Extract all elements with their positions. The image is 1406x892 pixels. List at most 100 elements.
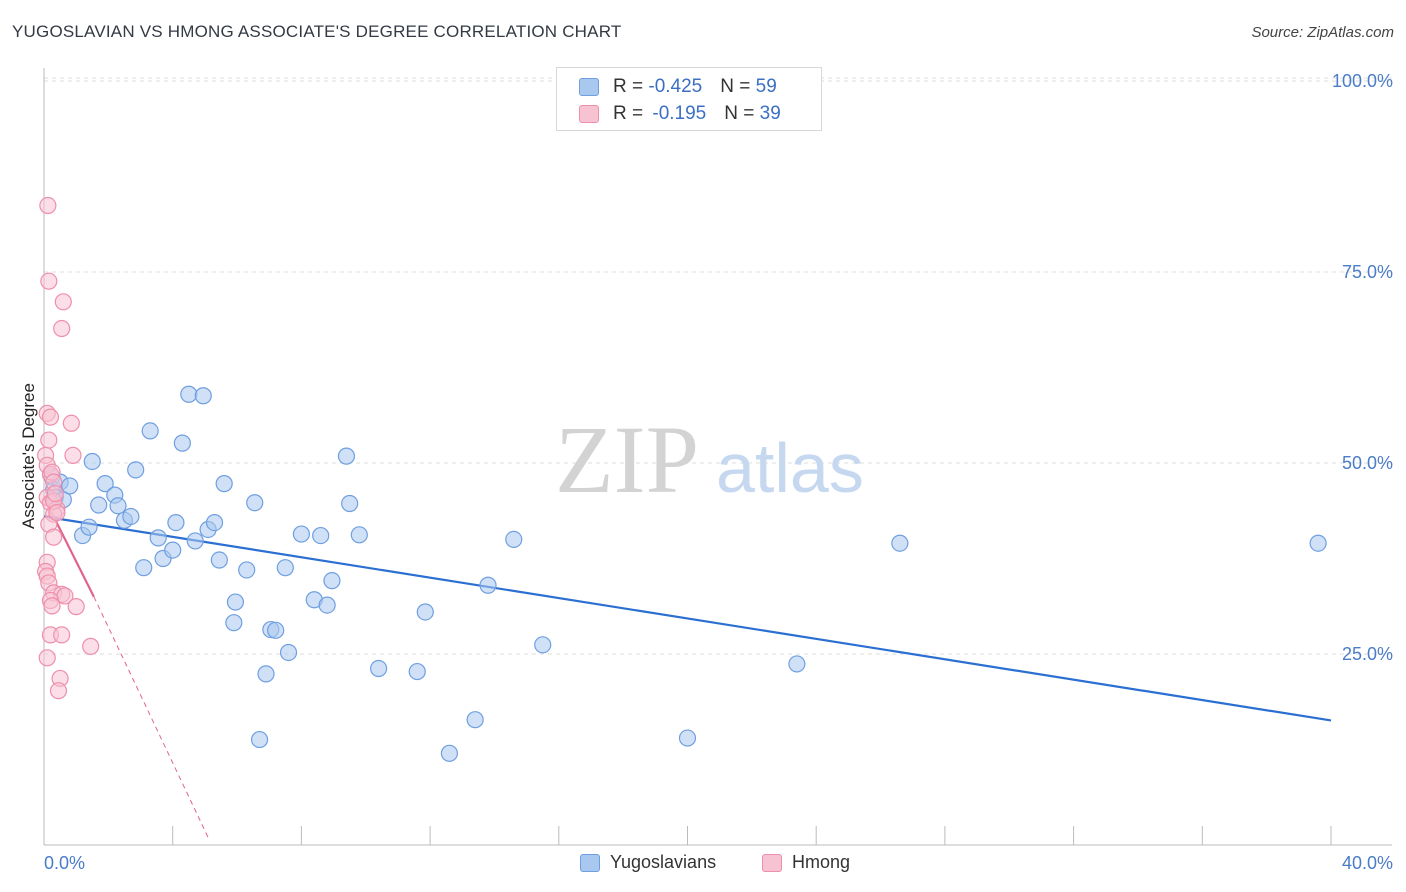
tick-labels: 25.0% 50.0% 75.0% 100.0% 0.0% 40.0% bbox=[44, 71, 1393, 873]
point-yugoslavian bbox=[534, 636, 552, 654]
point-yugoslavian bbox=[122, 507, 140, 526]
point-yugoslavian bbox=[678, 729, 697, 747]
chart-title: YUGOSLAVIAN VS HMONG ASSOCIATE'S DEGREE … bbox=[12, 22, 622, 41]
y-tick-label: 50.0% bbox=[1342, 453, 1393, 473]
point-yugoslavian bbox=[505, 530, 523, 549]
stats-legend: R = -0.425 N = 59 R = -0.195 N = 39 bbox=[556, 67, 822, 131]
point-yugoslavian bbox=[173, 434, 191, 452]
point-hmong bbox=[62, 414, 80, 432]
point-yugoslavian bbox=[135, 559, 153, 577]
legend-n-value: 59 bbox=[755, 76, 777, 97]
point-hmong bbox=[40, 272, 58, 290]
point-yugoslavian bbox=[210, 551, 228, 569]
point-yugoslavian bbox=[238, 561, 256, 579]
point-yugoslavian bbox=[466, 711, 484, 729]
point-yugoslavian bbox=[267, 621, 285, 639]
point-hmong bbox=[53, 319, 71, 338]
point-yugoslavian bbox=[408, 662, 426, 681]
point-yugoslavian bbox=[440, 744, 459, 762]
point-yugoslavian bbox=[167, 513, 185, 532]
point-yugoslavian bbox=[416, 603, 434, 621]
point-yugoslavian bbox=[149, 529, 167, 547]
point-yugoslavian bbox=[180, 385, 198, 403]
trend-lines bbox=[43, 496, 1332, 838]
point-yugoslavian bbox=[109, 497, 127, 515]
point-hmong bbox=[39, 196, 57, 215]
watermark-zip: ZIP bbox=[555, 406, 699, 513]
legend-r-value: -0.425 bbox=[648, 76, 703, 97]
point-hmong bbox=[45, 528, 63, 546]
point-yugoslavian bbox=[323, 572, 341, 590]
point-yugoslavian bbox=[226, 593, 245, 611]
point-yugoslavian bbox=[127, 461, 145, 479]
point-hmong bbox=[41, 408, 60, 426]
point-hmong bbox=[49, 682, 68, 700]
legend-row-hmong: R = -0.195 N = 39 bbox=[579, 103, 781, 125]
point-hmong bbox=[40, 431, 58, 449]
source-credit: Source: ZipAtlas.com bbox=[1251, 24, 1394, 41]
point-hmong bbox=[46, 484, 64, 503]
legend-r-label: R = bbox=[613, 103, 649, 124]
legend-n-label: N = bbox=[724, 103, 760, 124]
legend-n-label: N = bbox=[720, 76, 756, 97]
legend-r-value: -0.195 bbox=[652, 103, 707, 124]
point-yugoslavian bbox=[186, 532, 204, 550]
y-tick-label: 75.0% bbox=[1342, 262, 1393, 282]
point-yugoslavian bbox=[141, 422, 159, 440]
point-yugoslavian bbox=[83, 452, 101, 471]
point-yugoslavian bbox=[96, 475, 114, 493]
point-yugoslavian bbox=[312, 526, 330, 545]
point-yugoslavian bbox=[194, 387, 212, 405]
point-yugoslavian bbox=[90, 496, 108, 514]
point-yugoslavian bbox=[279, 643, 298, 662]
legend-r-label: R = bbox=[613, 76, 649, 97]
data-points bbox=[37, 196, 1327, 762]
legend-n-value: 39 bbox=[759, 103, 781, 124]
point-yugoslavian bbox=[341, 494, 359, 513]
point-yugoslavian bbox=[164, 541, 182, 559]
legend-label-hmong: Hmong bbox=[792, 852, 851, 872]
bottom-legend-hmong: Hmong bbox=[762, 852, 850, 873]
point-yugoslavian bbox=[318, 596, 336, 614]
y-tick-label: 25.0% bbox=[1342, 644, 1393, 664]
point-yugoslavian bbox=[257, 665, 275, 683]
point-hmong bbox=[67, 598, 85, 616]
y-tick-label: 100.0% bbox=[1332, 71, 1393, 91]
point-yugoslavian bbox=[337, 447, 356, 465]
point-yugoslavian bbox=[788, 655, 806, 673]
point-yugoslavian bbox=[215, 475, 233, 493]
watermark-atlas: atlas bbox=[716, 429, 864, 507]
legend-swatch-pink bbox=[762, 853, 782, 872]
point-hmong bbox=[54, 293, 72, 311]
point-yugoslavian bbox=[205, 513, 224, 532]
point-yugoslavian bbox=[225, 614, 243, 632]
point-hmong bbox=[64, 446, 82, 464]
point-yugoslavian bbox=[891, 534, 909, 552]
legend-row-yugoslavians: R = -0.425 N = 59 bbox=[579, 76, 777, 98]
point-hmong bbox=[48, 504, 66, 522]
legend-swatch-blue bbox=[580, 853, 600, 872]
trendline-hmong-extension bbox=[93, 596, 209, 838]
legend-swatch-blue bbox=[579, 78, 599, 96]
point-hmong bbox=[38, 649, 56, 667]
point-yugoslavian bbox=[276, 559, 294, 577]
x-tick-label: 40.0% bbox=[1342, 853, 1393, 873]
point-hmong bbox=[53, 626, 71, 644]
point-yugoslavian bbox=[1309, 534, 1327, 552]
y-axis-label: Associate's Degree bbox=[19, 383, 38, 529]
point-hmong bbox=[82, 637, 100, 655]
point-yugoslavian bbox=[292, 525, 310, 543]
point-yugoslavian bbox=[479, 576, 497, 594]
legend-swatch-pink bbox=[579, 105, 599, 123]
point-yugoslavian bbox=[350, 526, 368, 544]
legend-label-yugoslavians: Yugoslavians bbox=[610, 852, 717, 872]
point-yugoslavian bbox=[80, 518, 98, 536]
point-yugoslavian bbox=[61, 477, 79, 495]
x-tick-label: 0.0% bbox=[44, 853, 85, 873]
point-hmong bbox=[43, 597, 61, 615]
trendline-yugoslavians bbox=[43, 515, 1332, 722]
point-yugoslavian bbox=[250, 730, 269, 749]
point-yugoslavian bbox=[246, 494, 264, 512]
bottom-legend-yugoslavians: Yugoslavians bbox=[580, 852, 716, 873]
